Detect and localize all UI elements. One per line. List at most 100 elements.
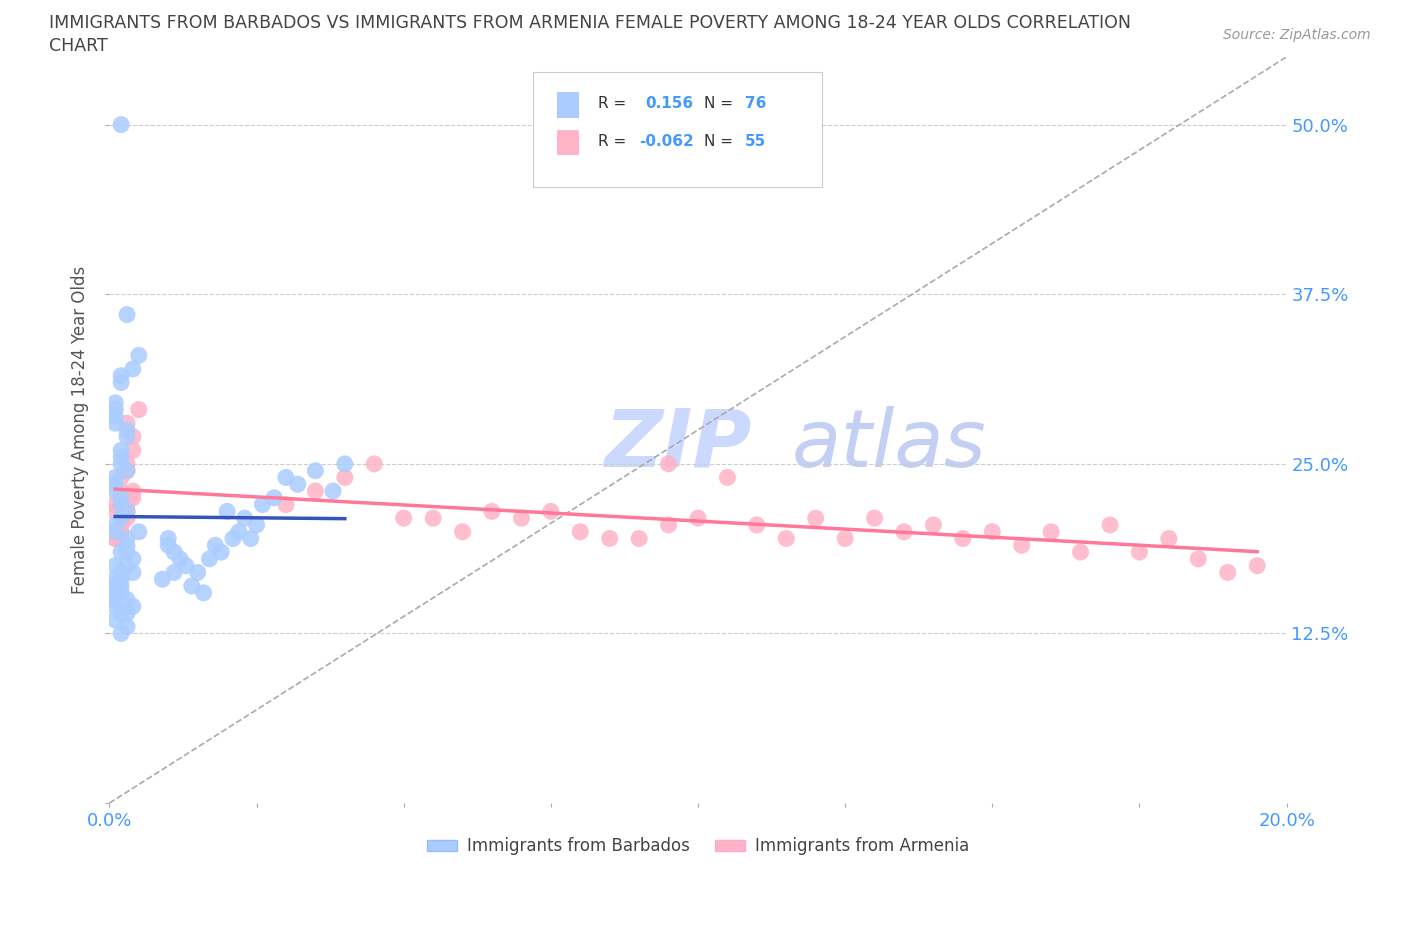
Point — [110, 375, 132, 390]
Point — [657, 517, 679, 532]
Point — [222, 531, 245, 546]
Point — [922, 517, 945, 532]
Point — [304, 484, 326, 498]
Point — [422, 511, 444, 525]
Y-axis label: Female Poverty Among 18-24 Year Olds: Female Poverty Among 18-24 Year Olds — [72, 266, 89, 594]
Point — [115, 307, 138, 322]
Point — [104, 498, 127, 512]
Point — [115, 422, 138, 437]
Point — [104, 558, 127, 573]
FancyBboxPatch shape — [533, 72, 821, 188]
Point — [122, 490, 145, 505]
Point — [104, 585, 127, 600]
Point — [115, 457, 138, 472]
Point — [1187, 551, 1209, 566]
Point — [110, 517, 132, 532]
Point — [834, 531, 856, 546]
Point — [104, 592, 127, 607]
Point — [115, 463, 138, 478]
Point — [363, 457, 385, 472]
Point — [198, 551, 221, 566]
Point — [333, 457, 356, 472]
Point — [122, 430, 145, 445]
Point — [110, 578, 132, 593]
Point — [451, 525, 474, 539]
Text: R =: R = — [598, 97, 626, 112]
Point — [1216, 565, 1239, 580]
Point — [540, 504, 562, 519]
Point — [628, 531, 651, 546]
Text: -0.062: -0.062 — [640, 134, 695, 149]
Point — [157, 531, 180, 546]
Point — [775, 531, 797, 546]
Point — [128, 348, 150, 363]
Point — [193, 585, 215, 600]
Point — [104, 504, 127, 519]
Point — [110, 450, 132, 465]
Point — [104, 395, 127, 410]
Point — [110, 545, 132, 560]
Point — [392, 511, 415, 525]
Point — [115, 592, 138, 607]
Point — [122, 484, 145, 498]
Point — [333, 470, 356, 485]
Point — [981, 525, 1004, 539]
Point — [110, 525, 132, 539]
Point — [115, 605, 138, 620]
Text: 0.156: 0.156 — [645, 97, 693, 112]
Point — [174, 558, 197, 573]
Text: Source: ZipAtlas.com: Source: ZipAtlas.com — [1223, 28, 1371, 42]
Point — [128, 402, 150, 417]
Point — [287, 477, 309, 492]
Point — [1128, 545, 1150, 560]
Point — [104, 531, 127, 546]
Point — [115, 430, 138, 445]
Point — [110, 498, 132, 512]
Point — [209, 545, 232, 560]
Point — [252, 498, 274, 512]
Point — [122, 443, 145, 458]
Point — [217, 504, 239, 519]
Point — [110, 470, 132, 485]
Point — [1070, 545, 1092, 560]
Point — [893, 525, 915, 539]
Point — [180, 578, 202, 593]
Point — [233, 511, 256, 525]
Point — [104, 409, 127, 424]
Point — [745, 517, 768, 532]
Point — [115, 463, 138, 478]
Point — [274, 470, 297, 485]
Text: 55: 55 — [745, 134, 766, 149]
Point — [104, 531, 127, 546]
Point — [228, 525, 250, 539]
Point — [163, 565, 186, 580]
Point — [110, 117, 132, 132]
FancyBboxPatch shape — [557, 129, 578, 153]
Point — [104, 416, 127, 431]
Point — [110, 565, 132, 580]
Text: IMMIGRANTS FROM BARBADOS VS IMMIGRANTS FROM ARMENIA FEMALE POVERTY AMONG 18-24 Y: IMMIGRANTS FROM BARBADOS VS IMMIGRANTS F… — [49, 14, 1132, 32]
Point — [104, 613, 127, 628]
Point — [245, 517, 267, 532]
Text: N =: N = — [704, 134, 733, 149]
Point — [157, 538, 180, 552]
Point — [115, 558, 138, 573]
Text: R =: R = — [598, 134, 626, 149]
Text: ZIP: ZIP — [603, 405, 751, 484]
Point — [657, 457, 679, 472]
Point — [1157, 531, 1180, 546]
Point — [239, 531, 262, 546]
Legend: Immigrants from Barbados, Immigrants from Armenia: Immigrants from Barbados, Immigrants fro… — [420, 830, 976, 862]
Point — [104, 402, 127, 417]
Point — [115, 619, 138, 634]
Point — [115, 531, 138, 546]
Point — [110, 484, 132, 498]
Point — [122, 565, 145, 580]
Point — [163, 545, 186, 560]
Point — [510, 511, 533, 525]
Point — [263, 490, 285, 505]
Text: atlas: atlas — [792, 405, 987, 484]
Point — [104, 572, 127, 587]
Point — [115, 504, 138, 519]
Point — [322, 484, 344, 498]
